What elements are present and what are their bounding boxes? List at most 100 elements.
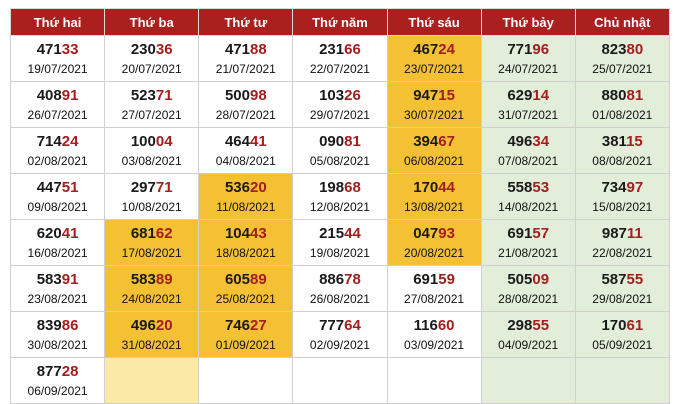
result-number-tail: 20 bbox=[155, 316, 173, 334]
result-cell: 88678 26/08/2021 bbox=[292, 265, 388, 312]
result-number-head: 583 bbox=[130, 270, 156, 288]
result-number: 69157 bbox=[482, 225, 575, 243]
result-number-head: 886 bbox=[319, 270, 345, 288]
table-row: 47133 19/07/2021 23036 20/07/2021 47188 21/07… bbox=[9, 35, 670, 82]
result-date: 28/07/2021 bbox=[215, 107, 276, 122]
result-cell: 11660 03/09/2021 bbox=[386, 311, 482, 358]
result-cell: 47188 21/07/2021 bbox=[198, 35, 294, 82]
result-number-tail: 36 bbox=[155, 40, 173, 58]
result-number: 39467 bbox=[388, 133, 481, 151]
result-number-head: 496 bbox=[507, 132, 533, 150]
table-row: 71424 02/08/2021 10004 03/08/2021 46441 04/08… bbox=[9, 127, 670, 174]
result-number-head: 823 bbox=[601, 40, 627, 58]
result-number-tail: 98 bbox=[249, 86, 267, 104]
result-number-head: 505 bbox=[507, 270, 533, 288]
result-number-head: 987 bbox=[601, 224, 627, 242]
result-cell: 55853 14/08/2021 bbox=[480, 173, 576, 220]
result-number-tail: 28 bbox=[61, 362, 79, 380]
result-date: 24/07/2021 bbox=[498, 61, 559, 76]
result-number-head: 500 bbox=[224, 86, 250, 104]
result-number-tail: 24 bbox=[438, 40, 455, 58]
result-cell: 49634 07/08/2021 bbox=[480, 127, 576, 174]
result-number-tail: 59 bbox=[438, 270, 455, 288]
result-cell: 69157 21/08/2021 bbox=[480, 219, 576, 266]
result-cell: 94715 30/07/2021 bbox=[386, 81, 482, 128]
result-date: 05/08/2021 bbox=[309, 153, 370, 168]
result-cell: 58391 23/08/2021 bbox=[9, 265, 106, 312]
result-number: 62041 bbox=[11, 225, 104, 243]
result-number-tail: 44 bbox=[438, 178, 455, 196]
result-number: 29771 bbox=[105, 179, 198, 197]
result-number-tail: 41 bbox=[61, 224, 79, 242]
result-number-head: 103 bbox=[319, 86, 345, 104]
result-cell: 10443 18/08/2021 bbox=[198, 219, 294, 266]
header-monday: Thứ hai bbox=[9, 8, 106, 36]
result-date: 01/09/2021 bbox=[215, 337, 276, 352]
result-cell: 23166 22/07/2021 bbox=[292, 35, 388, 82]
result-number-head: 170 bbox=[413, 178, 439, 196]
result-date: 02/09/2021 bbox=[309, 337, 370, 352]
result-number: 17044 bbox=[388, 179, 481, 197]
result-date: 30/07/2021 bbox=[404, 107, 465, 122]
results-table: Thứ hai Thứ ba Thứ tư Thứ năm Thứ sáu Th… bbox=[9, 8, 670, 404]
result-number-tail: 53 bbox=[532, 178, 550, 196]
result-number-head: 471 bbox=[224, 40, 250, 58]
result-number: 58391 bbox=[11, 271, 104, 289]
result-date: 20/07/2021 bbox=[121, 61, 182, 76]
result-number-head: 297 bbox=[130, 178, 156, 196]
result-number-tail: 66 bbox=[344, 40, 361, 58]
result-number-head: 298 bbox=[507, 316, 533, 334]
result-number: 60589 bbox=[199, 271, 292, 289]
result-number-tail: 71 bbox=[155, 86, 173, 104]
result-cell: 29855 04/09/2021 bbox=[480, 311, 576, 358]
result-date: 23/08/2021 bbox=[27, 291, 88, 306]
result-date: 21/07/2021 bbox=[215, 61, 276, 76]
result-date: 15/08/2021 bbox=[592, 199, 653, 214]
result-number-tail: 15 bbox=[438, 86, 455, 104]
header-saturday: Thứ bảy bbox=[480, 8, 576, 36]
result-cell: 10326 29/07/2021 bbox=[292, 81, 388, 128]
result-number-head: 558 bbox=[507, 178, 533, 196]
result-number: 88678 bbox=[293, 271, 386, 289]
header-wednesday: Thứ tư bbox=[198, 8, 294, 36]
result-date: 17/08/2021 bbox=[121, 245, 182, 260]
result-number-head: 231 bbox=[319, 40, 345, 58]
result-number-head: 605 bbox=[224, 270, 250, 288]
result-date: 23/07/2021 bbox=[404, 61, 465, 76]
result-number-tail: 11 bbox=[626, 224, 643, 242]
result-cell: 44751 09/08/2021 bbox=[9, 173, 106, 220]
result-cell: 71424 02/08/2021 bbox=[9, 127, 106, 174]
header-friday: Thứ sáu bbox=[386, 8, 482, 36]
table-row: 83986 30/08/2021 49620 31/08/2021 74627 01/09… bbox=[9, 311, 670, 358]
result-number: 94715 bbox=[388, 87, 481, 105]
result-number-head: 620 bbox=[36, 224, 62, 242]
result-date: 27/08/2021 bbox=[404, 291, 465, 306]
result-date: 05/09/2021 bbox=[592, 337, 653, 352]
result-number-tail: 09 bbox=[532, 270, 550, 288]
result-number: 23036 bbox=[105, 41, 198, 59]
result-cell: 77764 02/09/2021 bbox=[292, 311, 388, 358]
result-number-tail: 44 bbox=[344, 224, 361, 242]
result-number: 04793 bbox=[388, 225, 481, 243]
result-number-head: 777 bbox=[319, 316, 345, 334]
result-date: 10/08/2021 bbox=[121, 199, 182, 214]
result-number-tail: 88 bbox=[249, 40, 267, 58]
result-cell: 73497 15/08/2021 bbox=[574, 173, 670, 220]
table-row: 58391 23/08/2021 58389 24/08/2021 60589 25/08… bbox=[9, 265, 670, 312]
result-number: 49634 bbox=[482, 133, 575, 151]
result-cell: 46441 04/08/2021 bbox=[198, 127, 294, 174]
header-tuesday: Thứ ba bbox=[104, 8, 200, 36]
result-number: 58755 bbox=[576, 271, 669, 289]
result-number-tail: 20 bbox=[249, 178, 267, 196]
result-number-head: 170 bbox=[601, 316, 627, 334]
result-cell: 38115 08/08/2021 bbox=[574, 127, 670, 174]
result-date: 31/07/2021 bbox=[498, 107, 559, 122]
result-number-tail: 61 bbox=[626, 316, 644, 334]
result-cell: 04793 20/08/2021 bbox=[386, 219, 482, 266]
result-number-head: 496 bbox=[130, 316, 156, 334]
result-number-head: 100 bbox=[130, 132, 156, 150]
result-number: 46441 bbox=[199, 133, 292, 151]
result-cell: 87728 06/09/2021 bbox=[9, 357, 106, 404]
result-cell: 17061 05/09/2021 bbox=[574, 311, 670, 358]
result-number: 77196 bbox=[482, 41, 575, 59]
